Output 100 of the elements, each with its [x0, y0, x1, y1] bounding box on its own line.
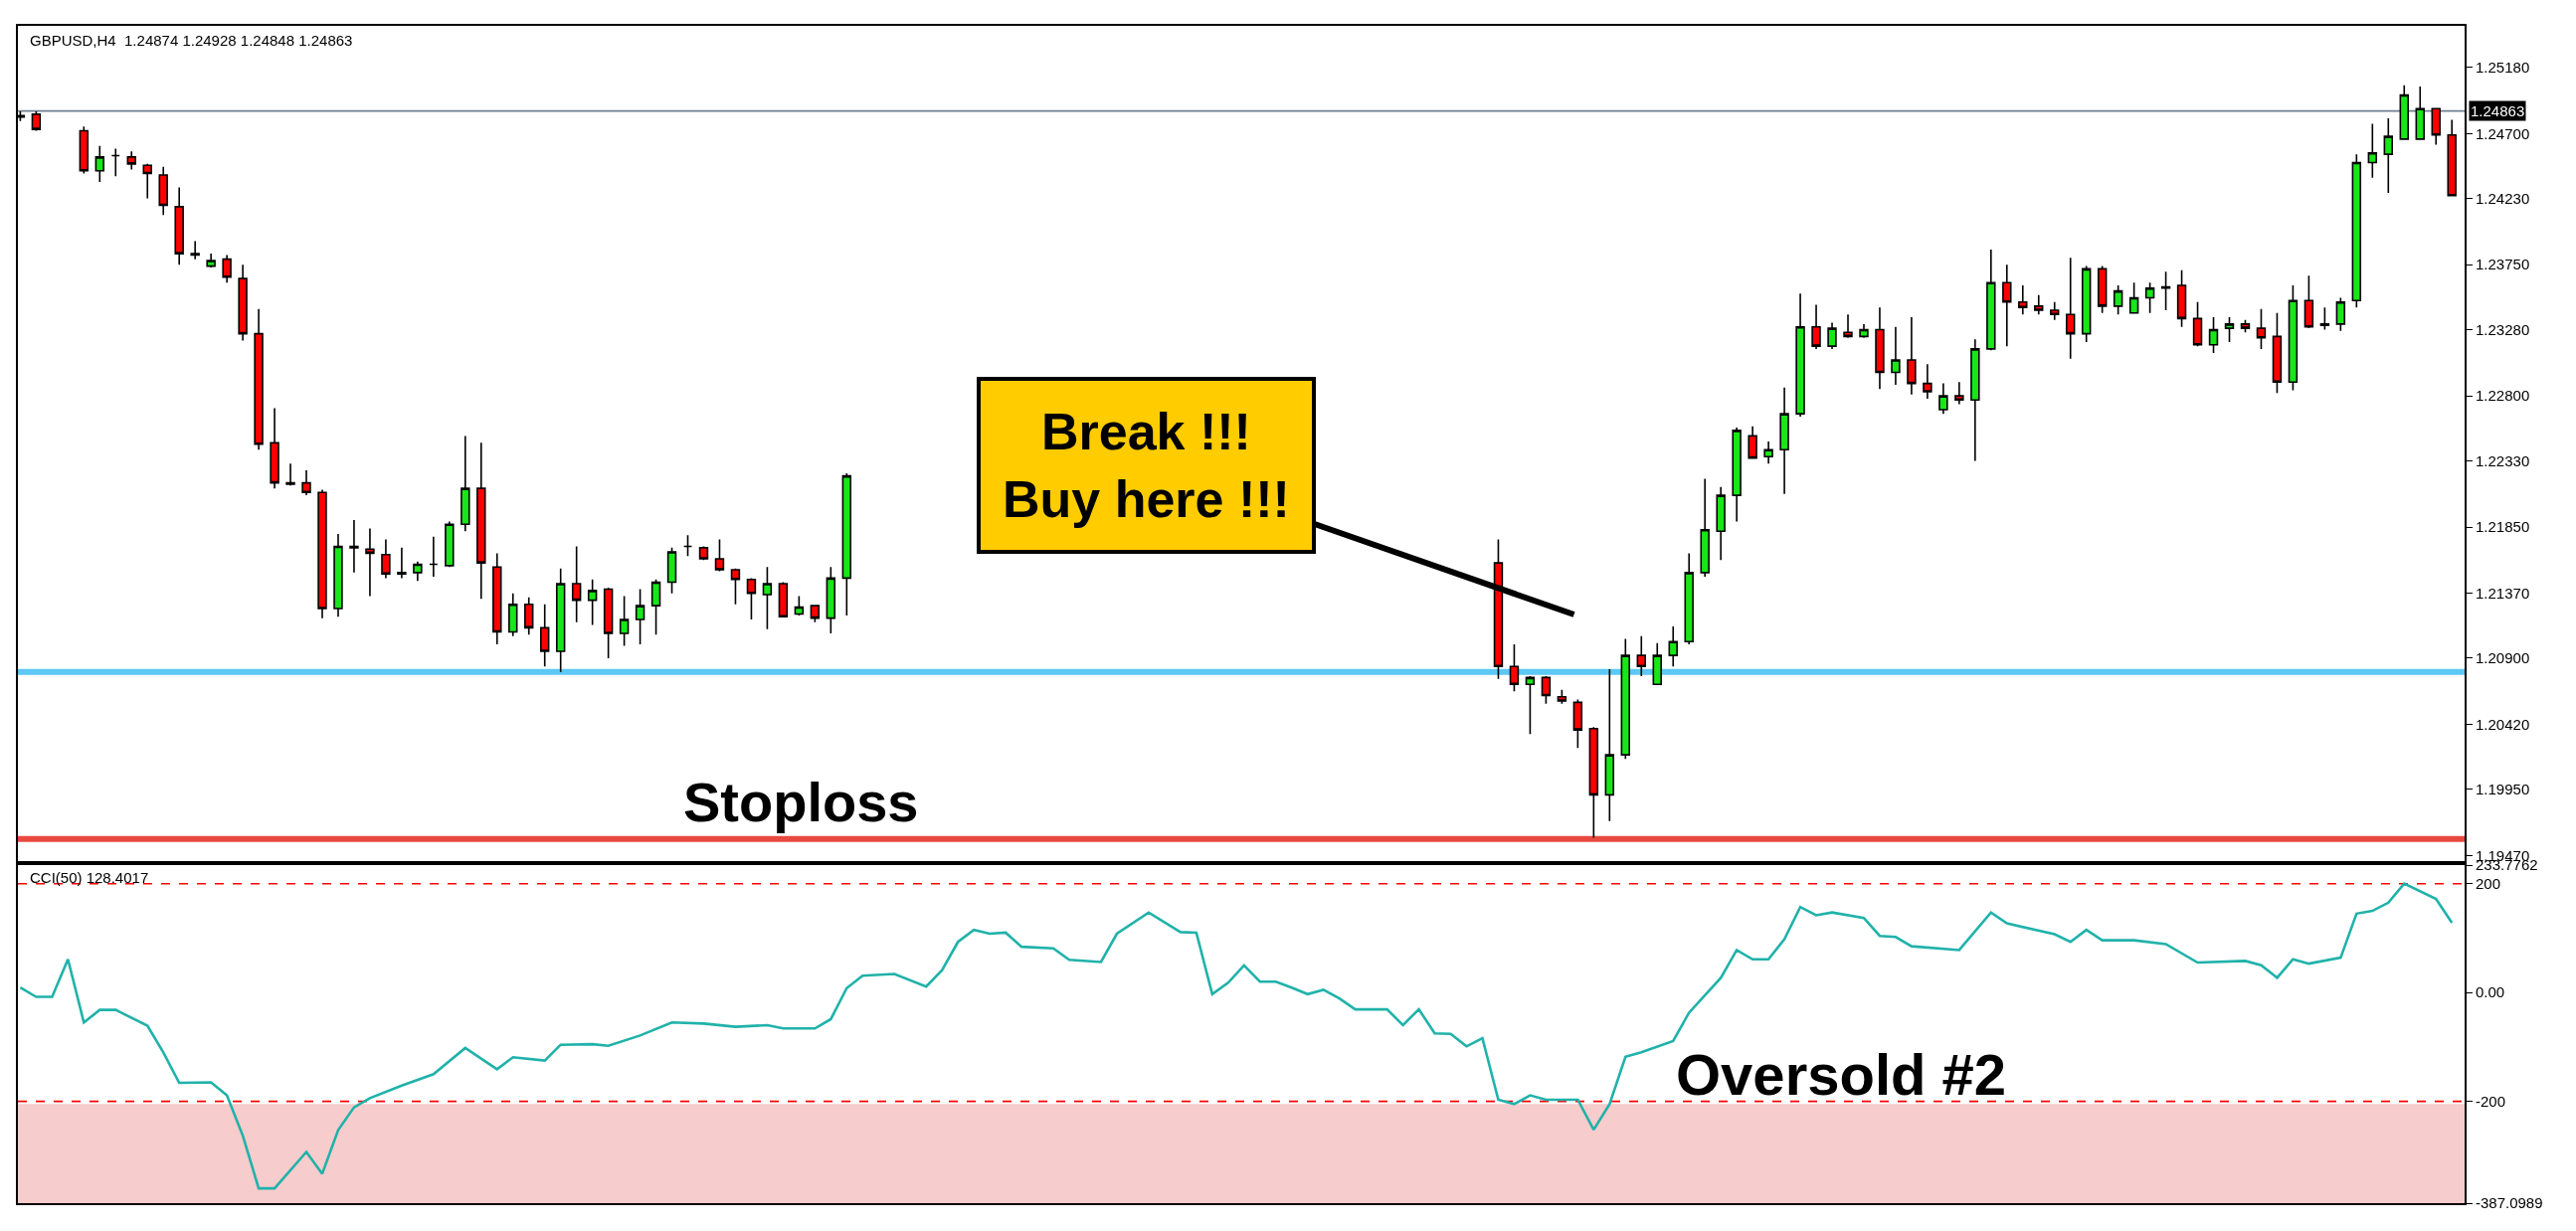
candlestick — [2240, 318, 2251, 334]
candlestick — [158, 165, 168, 217]
candlestick — [429, 535, 439, 578]
candlestick — [2066, 257, 2076, 360]
y-tick-label: 1.23750 — [2476, 256, 2530, 273]
candlestick — [2447, 118, 2457, 197]
candlestick — [2018, 284, 2028, 315]
candlestick — [270, 407, 279, 489]
y-tick-label: 1.20420 — [2476, 715, 2530, 733]
candlestick — [222, 254, 232, 284]
candlestick — [841, 472, 852, 616]
candlestick — [492, 552, 502, 645]
candlestick — [2319, 306, 2330, 331]
candlestick — [2050, 300, 2060, 321]
candlestick — [1907, 316, 1917, 396]
candlestick — [555, 567, 566, 673]
candlestick — [126, 150, 136, 171]
candlestick — [1986, 249, 1996, 352]
candlestick — [206, 253, 216, 268]
candlestick — [1732, 427, 1742, 523]
candlestick — [1970, 338, 1980, 462]
candlestick — [2128, 281, 2139, 314]
candlestick — [365, 527, 375, 598]
y-tick-label: 1.21850 — [2476, 518, 2530, 536]
candlestick — [1859, 323, 1869, 339]
candlestick — [2002, 264, 2012, 347]
candlestick — [2415, 86, 2425, 140]
candlestick — [476, 441, 486, 601]
candlestick — [1843, 313, 1853, 339]
candlestick — [1779, 386, 1789, 495]
candlestick — [826, 566, 836, 634]
candlestick — [2335, 296, 2346, 332]
candlestick — [2288, 284, 2299, 392]
candlestick — [1716, 485, 1726, 562]
candlestick — [682, 534, 693, 557]
candlestick — [2383, 117, 2394, 194]
ref-line-label: 1.24863 — [2471, 102, 2525, 119]
candlestick — [635, 588, 645, 645]
annotation: Break !!! Buy here !!! — [1003, 403, 1290, 528]
candlestick — [1604, 668, 1615, 822]
candlestick — [31, 110, 42, 132]
candlestick — [381, 538, 391, 580]
candlestick — [317, 488, 327, 619]
candlestick — [714, 538, 725, 573]
candlestick — [587, 578, 598, 626]
candlestick — [1763, 440, 1773, 464]
annotation: Oversold #2 — [1676, 1042, 2007, 1107]
candlestick — [2081, 264, 2092, 343]
candlestick — [778, 581, 789, 618]
candlestick — [1557, 689, 1567, 705]
candlestick — [1588, 726, 1599, 839]
candlestick — [619, 595, 630, 647]
candlestick — [1954, 381, 1964, 406]
candlestick — [666, 547, 677, 595]
y-tick-label: 1.19950 — [2476, 781, 2530, 798]
candlestick — [190, 240, 200, 261]
chart-title: CCI(50) 128.4017 — [30, 869, 149, 886]
candlestick — [1700, 477, 1710, 578]
candlestick — [2113, 284, 2123, 315]
candlestick — [1509, 643, 1520, 693]
candlestick — [413, 560, 423, 582]
candlestick — [2272, 312, 2283, 395]
candlestick — [1525, 675, 1536, 736]
candlestick — [349, 519, 359, 574]
candlestick — [810, 605, 821, 623]
candlestick — [1572, 698, 1583, 749]
candlestick — [746, 577, 757, 620]
candlestick — [1748, 425, 1757, 459]
candlestick — [1636, 634, 1646, 677]
candlestick — [2144, 281, 2155, 314]
candlestick — [238, 264, 248, 342]
candlestick — [2351, 153, 2362, 309]
chart-title: GBPUSD,H4 1.24874 1.24928 1.24848 1.24863 — [30, 32, 353, 49]
candlestick — [254, 307, 264, 451]
candlestick — [301, 469, 311, 496]
candlestick — [1684, 552, 1694, 645]
candlestick — [1668, 625, 1678, 668]
candlestick — [2097, 264, 2108, 314]
candlestick — [1795, 292, 1805, 418]
candlestick — [540, 603, 550, 668]
candlestick — [1938, 382, 1948, 415]
candlestick — [524, 597, 534, 636]
candlestick — [79, 125, 90, 175]
candlestick — [397, 547, 407, 580]
candlestick — [333, 533, 343, 618]
candlestick — [1652, 641, 1662, 686]
candlestick — [2367, 122, 2378, 179]
candlestick — [174, 186, 184, 266]
candlestick — [1827, 321, 1837, 350]
candlestick — [650, 578, 661, 636]
candlestick — [2176, 268, 2187, 328]
y-tick-label: 1.24700 — [2476, 124, 2530, 142]
y-tick-label: 1.23280 — [2476, 320, 2530, 338]
candlestick — [94, 145, 105, 183]
y-tick-label: 1.24230 — [2476, 189, 2530, 207]
candlestick — [445, 520, 455, 569]
candlestick — [730, 567, 741, 606]
candlestick — [2160, 270, 2171, 311]
candlestick — [2034, 293, 2044, 315]
y-tick-label: 0.00 — [2476, 983, 2505, 1001]
